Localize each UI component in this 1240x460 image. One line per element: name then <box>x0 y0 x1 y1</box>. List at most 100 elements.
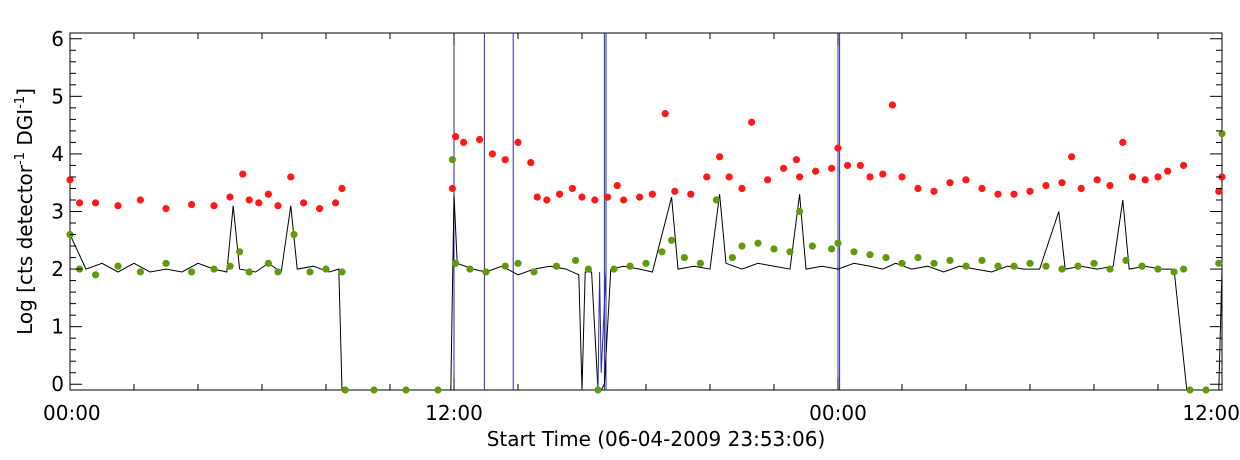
data-point-red <box>661 110 669 118</box>
data-point-green <box>1074 262 1082 270</box>
data-point-green <box>610 265 618 273</box>
data-point-red <box>300 199 308 207</box>
data-point-green <box>994 262 1002 270</box>
data-point-red <box>946 179 954 187</box>
data-point-green <box>696 259 705 267</box>
data-point-green <box>728 253 737 262</box>
data-point-red <box>332 199 340 207</box>
data-point-red <box>994 190 1002 198</box>
data-point-red <box>962 176 970 184</box>
data-point-green <box>236 248 244 256</box>
data-point-red <box>1042 181 1050 190</box>
x-tick-label: 00:00 <box>43 401 101 425</box>
y-axis-title-superscript: -1 <box>13 152 28 165</box>
data-point-green <box>92 271 100 279</box>
data-point-red <box>1106 181 1114 190</box>
data-point-green <box>882 253 890 262</box>
y-tick-label: 0 <box>51 372 64 396</box>
data-point-red <box>687 190 695 198</box>
x-tick-label: 12:00 <box>425 401 483 425</box>
data-point-red <box>828 164 836 172</box>
data-point-red <box>527 158 535 167</box>
data-point-red <box>66 176 74 184</box>
data-point-red <box>856 161 865 170</box>
data-point-green <box>658 248 666 256</box>
data-point-green <box>514 259 522 267</box>
data-point-red <box>591 196 599 204</box>
data-point-red <box>245 196 253 204</box>
data-point-red <box>834 144 842 152</box>
data-point-red <box>239 170 247 178</box>
data-point-green <box>448 156 456 164</box>
data-point-green <box>1186 386 1194 394</box>
y-axis-title-part: DGI <box>13 109 37 152</box>
data-point-green <box>642 259 650 267</box>
data-point-green <box>1106 265 1114 273</box>
data-point-green <box>1026 259 1034 267</box>
data-point-red <box>978 184 986 193</box>
y-axis-title-superscript: -1 <box>13 96 28 109</box>
data-point-green <box>188 268 196 276</box>
data-point-green <box>210 265 218 273</box>
data-point-red <box>648 190 657 198</box>
data-point-green <box>1154 265 1162 273</box>
data-point-green <box>808 242 817 250</box>
data-point-green <box>754 239 762 247</box>
data-point-red <box>460 138 468 147</box>
data-point-red <box>604 193 612 201</box>
data-point-red <box>543 196 551 204</box>
data-point-red <box>738 184 746 193</box>
data-point-green <box>290 230 298 239</box>
data-point-red <box>1180 161 1188 170</box>
data-point-red <box>796 173 804 181</box>
y-tick-label: 1 <box>51 315 64 339</box>
data-point-green <box>584 265 593 273</box>
y-axis-title-part: Log [cts detector <box>13 164 37 335</box>
data-point-green <box>1218 130 1226 138</box>
data-point-green <box>594 386 602 394</box>
data-point-red <box>716 153 724 161</box>
data-point-green <box>828 245 836 253</box>
data-point-red <box>136 196 144 204</box>
y-tick-label: 3 <box>51 200 64 224</box>
data-point-red <box>725 173 733 181</box>
x-tick-label: 00:00 <box>809 401 867 425</box>
data-point-green <box>866 251 874 259</box>
data-point-red <box>1010 190 1018 198</box>
data-point-green <box>1215 259 1223 267</box>
data-point-red <box>210 202 218 210</box>
data-point-red <box>748 118 756 126</box>
y-tick-label: 4 <box>51 142 64 166</box>
data-point-red <box>879 170 887 178</box>
data-point-red <box>226 193 234 201</box>
data-point-red <box>866 173 874 181</box>
data-point-red <box>556 190 564 198</box>
data-point-green <box>136 268 144 276</box>
data-point-green <box>1180 265 1188 273</box>
data-point-red <box>1093 176 1101 184</box>
data-point-green <box>1042 262 1050 270</box>
data-point-red <box>255 199 263 207</box>
data-point-red <box>578 193 586 201</box>
data-point-green <box>850 248 858 256</box>
data-point-red <box>188 200 196 209</box>
plot-frame <box>69 32 1223 391</box>
data-point-green <box>306 268 314 276</box>
data-point-red <box>888 101 897 109</box>
data-point-red <box>76 199 84 207</box>
data-point-red <box>1119 138 1127 147</box>
data-point-red <box>274 202 282 210</box>
data-point-red <box>1077 184 1085 193</box>
data-point-green <box>572 256 580 265</box>
data-point-green <box>786 248 794 256</box>
x-axis-title: Start Time (06-04-2009 23:53:06) <box>487 427 826 451</box>
data-point-red <box>1215 187 1223 195</box>
data-point-red <box>568 184 577 193</box>
data-point-green <box>322 265 330 273</box>
data-point-red <box>812 167 820 175</box>
data-point-green <box>245 268 253 276</box>
data-point-green <box>898 259 906 267</box>
data-point-red <box>898 173 906 181</box>
data-point-green <box>1010 262 1018 270</box>
